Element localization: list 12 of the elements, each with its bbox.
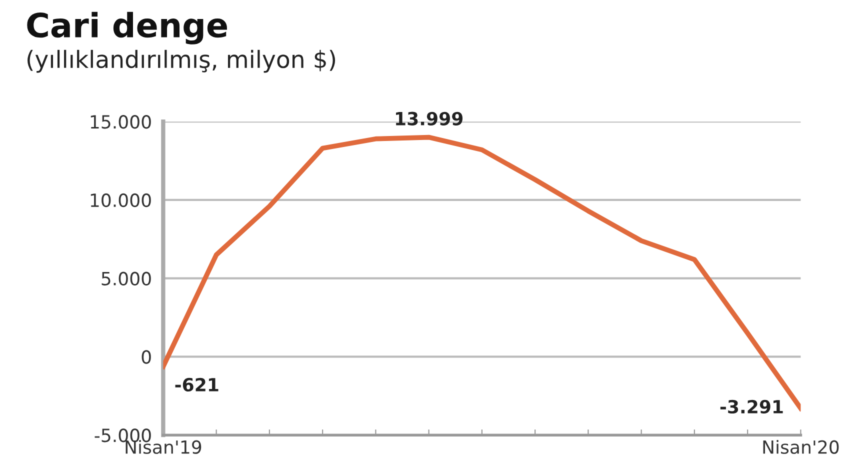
data-label: -3.291 bbox=[720, 400, 783, 414]
x-tick-label: Nisan'19 bbox=[126, 440, 202, 454]
data-label: 13.999 bbox=[396, 112, 463, 126]
y-tick-label: -5.000 bbox=[94, 428, 151, 442]
data-label: -621 bbox=[175, 378, 218, 392]
x-tick-label: Nisan'20 bbox=[763, 440, 839, 454]
y-tick-label: 0 bbox=[142, 350, 151, 364]
y-tick-label: 10.000 bbox=[90, 193, 151, 208]
y-tick-label: 5.000 bbox=[102, 272, 151, 286]
chart-subtitle: (yıllıklandırılmış, milyon $) bbox=[28, 50, 336, 73]
y-tick-label: 15.000 bbox=[90, 115, 151, 129]
chart-title: Cari denge bbox=[27, 12, 227, 44]
